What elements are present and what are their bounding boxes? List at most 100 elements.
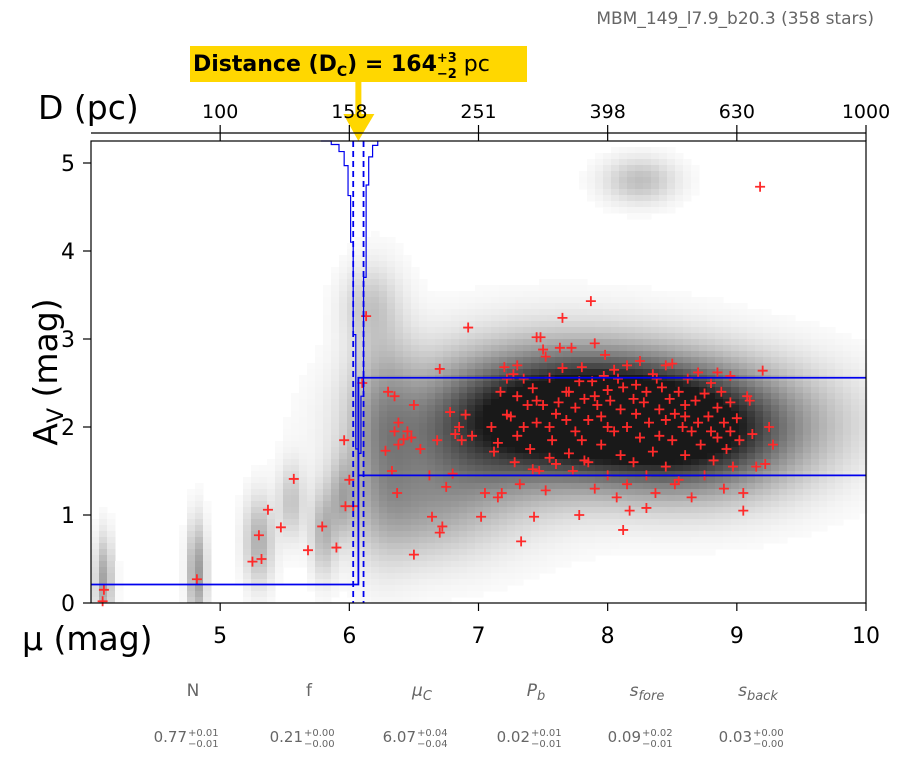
density-cell <box>347 381 356 388</box>
density-cell <box>483 369 492 376</box>
density-cell <box>195 483 204 490</box>
density-cell <box>819 429 828 436</box>
density-cell <box>403 579 412 586</box>
density-cell <box>507 381 516 388</box>
density-cell <box>115 567 124 574</box>
density-cell <box>811 351 820 358</box>
density-cell <box>259 579 268 586</box>
density-cell <box>659 411 668 418</box>
density-cell <box>699 543 708 550</box>
density-cell <box>363 237 372 244</box>
density-cell <box>587 357 596 364</box>
density-cell <box>99 543 108 550</box>
density-cell <box>763 489 772 496</box>
density-cell <box>379 459 388 466</box>
density-cell <box>579 303 588 310</box>
density-cell <box>539 321 548 328</box>
density-cell <box>635 189 644 196</box>
density-cell <box>475 585 484 592</box>
star-marker <box>256 554 267 564</box>
density-cell <box>707 351 716 358</box>
density-cell <box>595 525 604 532</box>
density-cell <box>683 303 692 310</box>
density-cell <box>595 369 604 376</box>
density-cell <box>747 513 756 520</box>
density-cell <box>667 453 676 460</box>
density-cell <box>587 549 596 556</box>
density-cell <box>827 507 836 514</box>
density-cell <box>443 513 452 520</box>
density-cell <box>699 417 708 424</box>
density-cell <box>387 519 396 526</box>
density-cell <box>427 531 436 538</box>
density-cell <box>619 327 628 334</box>
density-cell <box>643 363 652 370</box>
density-cell <box>115 585 124 592</box>
density-cell <box>803 507 812 514</box>
density-cell <box>835 441 844 448</box>
density-cell <box>355 357 364 364</box>
star-marker <box>476 511 487 522</box>
density-cell <box>555 351 564 358</box>
density-cell <box>523 345 532 352</box>
density-cell <box>787 411 796 418</box>
density-cell <box>707 477 716 484</box>
density-cell <box>315 447 324 454</box>
density-cell <box>635 477 644 484</box>
density-cell <box>675 435 684 442</box>
density-cell <box>347 267 356 274</box>
density-cell <box>251 471 260 478</box>
density-cell <box>731 369 740 376</box>
density-cell <box>411 267 420 274</box>
density-cell <box>427 369 436 376</box>
density-cell <box>387 387 396 394</box>
density-cell <box>339 357 348 364</box>
density-cell <box>739 513 748 520</box>
density-cell <box>811 495 820 502</box>
density-cell <box>443 573 452 580</box>
density-cell <box>371 471 380 478</box>
density-cell <box>499 327 508 334</box>
density-cell <box>539 357 548 364</box>
density-cell <box>763 471 772 478</box>
density-cell <box>547 309 556 316</box>
density-cell <box>787 321 796 328</box>
density-cell <box>539 459 548 466</box>
density-cell <box>763 507 772 514</box>
density-cell <box>467 333 476 340</box>
density-cell <box>179 561 188 568</box>
density-cell <box>787 471 796 478</box>
density-cell <box>315 483 324 490</box>
star-marker <box>738 505 749 516</box>
density-cell <box>331 303 340 310</box>
density-cell <box>395 387 404 394</box>
density-cell <box>283 543 292 550</box>
density-cell <box>731 321 740 328</box>
density-cell <box>275 573 284 580</box>
density-cell <box>811 525 820 532</box>
density-cell <box>835 393 844 400</box>
density-cell <box>715 543 724 550</box>
density-cell <box>643 297 652 304</box>
density-cell <box>515 465 524 472</box>
density-cell <box>787 387 796 394</box>
density-cell <box>547 303 556 310</box>
density-cell <box>547 339 556 346</box>
density-cell <box>659 345 668 352</box>
star-marker <box>191 574 202 585</box>
density-cell <box>475 531 484 538</box>
density-cell <box>603 285 612 292</box>
density-cell <box>651 441 660 448</box>
density-cell <box>331 579 340 586</box>
density-cell <box>299 555 308 562</box>
density-cell <box>659 303 668 310</box>
density-cell <box>547 291 556 298</box>
density-cell <box>611 471 620 478</box>
density-cell <box>635 387 644 394</box>
density-cell <box>419 537 428 544</box>
density-cell <box>651 387 660 394</box>
density-cell <box>619 411 628 418</box>
density-cell <box>243 489 252 496</box>
density-cell <box>379 423 388 430</box>
density-cell <box>755 417 764 424</box>
